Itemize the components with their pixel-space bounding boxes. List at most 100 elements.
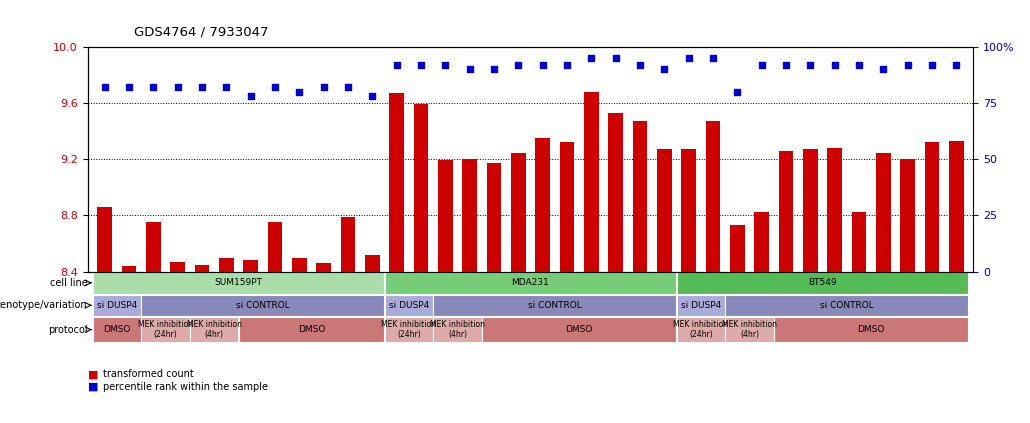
Bar <box>239 317 384 342</box>
Point <box>340 84 356 91</box>
Point <box>242 93 259 99</box>
Text: MDA231: MDA231 <box>512 278 549 287</box>
Bar <box>511 154 525 423</box>
Point <box>851 61 867 68</box>
Point <box>121 84 137 91</box>
Bar <box>365 255 380 423</box>
Bar <box>725 317 774 342</box>
Point <box>97 84 113 91</box>
Bar <box>384 272 677 294</box>
Point <box>583 55 599 61</box>
Bar <box>141 294 384 316</box>
Point <box>194 84 210 91</box>
Text: si DUSP4: si DUSP4 <box>97 301 137 310</box>
Text: cell line: cell line <box>49 278 88 288</box>
Text: protocol: protocol <box>48 324 88 335</box>
Bar <box>219 258 234 423</box>
Point <box>267 84 283 91</box>
Bar <box>681 149 696 423</box>
Text: DMSO: DMSO <box>565 325 593 334</box>
Bar <box>803 149 818 423</box>
Point <box>948 61 964 68</box>
Point <box>608 55 624 61</box>
Point <box>924 61 940 68</box>
Bar <box>384 294 433 316</box>
Point <box>145 84 162 91</box>
Text: MEK inhibition
(4hr): MEK inhibition (4hr) <box>430 320 485 339</box>
Bar <box>434 317 482 342</box>
Point <box>218 84 235 91</box>
Text: si CONTROL: si CONTROL <box>236 301 289 310</box>
Point <box>778 61 794 68</box>
Bar <box>97 207 112 423</box>
Text: GDS4764 / 7933047: GDS4764 / 7933047 <box>134 26 269 39</box>
Bar <box>316 263 331 423</box>
Bar <box>876 154 891 423</box>
Bar <box>93 272 384 294</box>
Point <box>681 55 697 61</box>
Bar <box>462 159 477 423</box>
Point <box>169 84 185 91</box>
Bar <box>243 260 258 423</box>
Point <box>899 61 916 68</box>
Point <box>826 61 843 68</box>
Bar <box>584 91 598 423</box>
Point <box>558 61 575 68</box>
Text: si DUSP4: si DUSP4 <box>681 301 721 310</box>
Bar <box>291 258 307 423</box>
Bar <box>559 142 575 423</box>
Text: percentile rank within the sample: percentile rank within the sample <box>103 382 268 392</box>
Bar <box>609 113 623 423</box>
Bar <box>268 222 282 423</box>
Bar <box>706 121 720 423</box>
Bar <box>725 294 968 316</box>
Text: ■: ■ <box>88 369 98 379</box>
Point <box>461 66 478 72</box>
Point <box>486 66 503 72</box>
Bar <box>949 141 964 423</box>
Bar <box>852 212 866 423</box>
Text: MEK inhibition
(4hr): MEK inhibition (4hr) <box>186 320 242 339</box>
Bar <box>414 104 428 423</box>
Text: MEK inhibition
(24hr): MEK inhibition (24hr) <box>138 320 193 339</box>
Text: si DUSP4: si DUSP4 <box>388 301 428 310</box>
Text: MEK inhibition
(24hr): MEK inhibition (24hr) <box>381 320 437 339</box>
Text: DMSO: DMSO <box>103 325 131 334</box>
Bar <box>827 148 842 423</box>
Text: si CONTROL: si CONTROL <box>528 301 582 310</box>
Bar <box>434 294 677 316</box>
Bar <box>122 266 136 423</box>
Bar <box>779 151 793 423</box>
Bar <box>677 294 725 316</box>
Text: genotype/variation: genotype/variation <box>0 300 88 310</box>
Point <box>388 61 405 68</box>
Point <box>437 61 453 68</box>
Text: BT549: BT549 <box>809 278 836 287</box>
Bar <box>195 264 209 423</box>
Text: transformed count: transformed count <box>103 369 194 379</box>
Point <box>656 66 673 72</box>
Point <box>705 55 721 61</box>
Bar <box>677 317 725 342</box>
Bar <box>93 294 141 316</box>
Bar <box>438 160 452 423</box>
Point <box>364 93 380 99</box>
Bar <box>677 272 968 294</box>
Point <box>510 61 526 68</box>
Bar <box>925 142 939 423</box>
Point <box>413 61 430 68</box>
Bar <box>341 217 355 423</box>
Bar <box>657 149 672 423</box>
Bar <box>146 222 161 423</box>
Bar <box>190 317 238 342</box>
Bar <box>754 212 769 423</box>
Bar <box>632 121 647 423</box>
Text: MEK inhibition
(24hr): MEK inhibition (24hr) <box>674 320 728 339</box>
Text: ■: ■ <box>88 382 98 392</box>
Text: SUM159PT: SUM159PT <box>214 278 263 287</box>
Point <box>876 66 892 72</box>
Bar <box>774 317 968 342</box>
Point <box>535 61 551 68</box>
Text: si CONTROL: si CONTROL <box>820 301 873 310</box>
Bar <box>730 225 745 423</box>
